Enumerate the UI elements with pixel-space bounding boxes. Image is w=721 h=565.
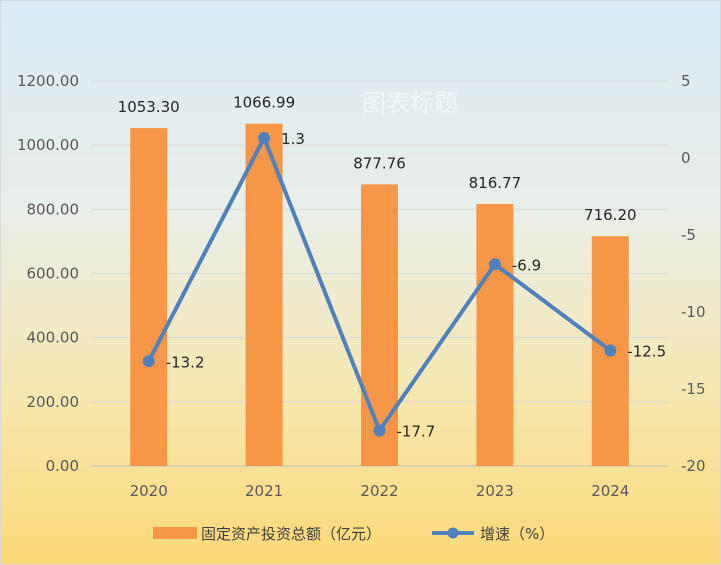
legend: 固定资产投资总额（亿元） 增速（%） [153, 525, 554, 543]
x-tick-label: 2020 [130, 482, 168, 500]
bar-data-label: 877.76 [353, 154, 406, 172]
left-tick-label: 1200.00 [17, 72, 79, 90]
x-axis-ticks: 2020 2021 2022 2023 2024 [130, 482, 630, 500]
right-tick-label: -5 [681, 226, 696, 244]
line-data-label: -13.2 [166, 353, 205, 371]
left-tick-label: 1000.00 [17, 136, 79, 154]
line-point [488, 258, 501, 271]
line-data-label: 1.3 [281, 130, 305, 148]
legend-bar-swatch [153, 527, 197, 539]
right-tick-label: -15 [681, 380, 706, 398]
left-tick-label: 200.00 [27, 393, 80, 411]
line-point [373, 424, 386, 437]
legend-line-marker [447, 527, 459, 539]
line-data-label: -17.7 [397, 423, 436, 441]
bar [361, 184, 398, 467]
right-axis-ticks: -20 -15 -10 -5 0 5 [681, 72, 706, 475]
bar-series [130, 123, 629, 467]
chart-title: 图表标题 [362, 89, 458, 117]
left-tick-label: 400.00 [27, 329, 80, 347]
bar [476, 203, 514, 467]
line-point [258, 131, 271, 144]
legend-line-label: 增速（%） [480, 525, 554, 543]
x-tick-label: 2024 [591, 482, 629, 500]
bar-data-label: 1053.30 [118, 98, 180, 116]
left-axis-ticks: 0.00 200.00 400.00 600.00 800.00 1000.00 1200.… [17, 72, 79, 475]
right-tick-label: -20 [681, 457, 706, 475]
right-tick-label: 0 [681, 149, 691, 167]
left-tick-label: 0.00 [46, 457, 79, 475]
line-point [604, 344, 617, 357]
x-tick-label: 2023 [476, 482, 514, 500]
legend-bar-label: 固定资产投资总额（亿元） [201, 525, 381, 543]
line-data-label: -12.5 [627, 343, 666, 361]
left-tick-label: 600.00 [27, 265, 80, 283]
bar [245, 123, 283, 466]
bar-data-labels: 1053.30 1066.99 877.76 816.77 716.20 [118, 94, 637, 225]
line-data-label: -6.9 [512, 256, 541, 274]
right-tick-label: -10 [681, 303, 706, 321]
x-tick-label: 2022 [360, 482, 398, 500]
line-series [142, 131, 617, 437]
right-tick-label: 5 [681, 72, 691, 90]
line-data-labels: -13.2 1.3 -17.7 -6.9 -12.5 [166, 130, 666, 441]
bar-data-label: 1066.99 [233, 94, 295, 112]
left-tick-label: 800.00 [27, 200, 80, 218]
x-tick-label: 2021 [245, 482, 283, 500]
bar-data-label: 816.77 [469, 174, 522, 192]
line-point [142, 355, 155, 368]
bar [130, 128, 168, 466]
bar-data-label: 716.20 [584, 206, 637, 224]
